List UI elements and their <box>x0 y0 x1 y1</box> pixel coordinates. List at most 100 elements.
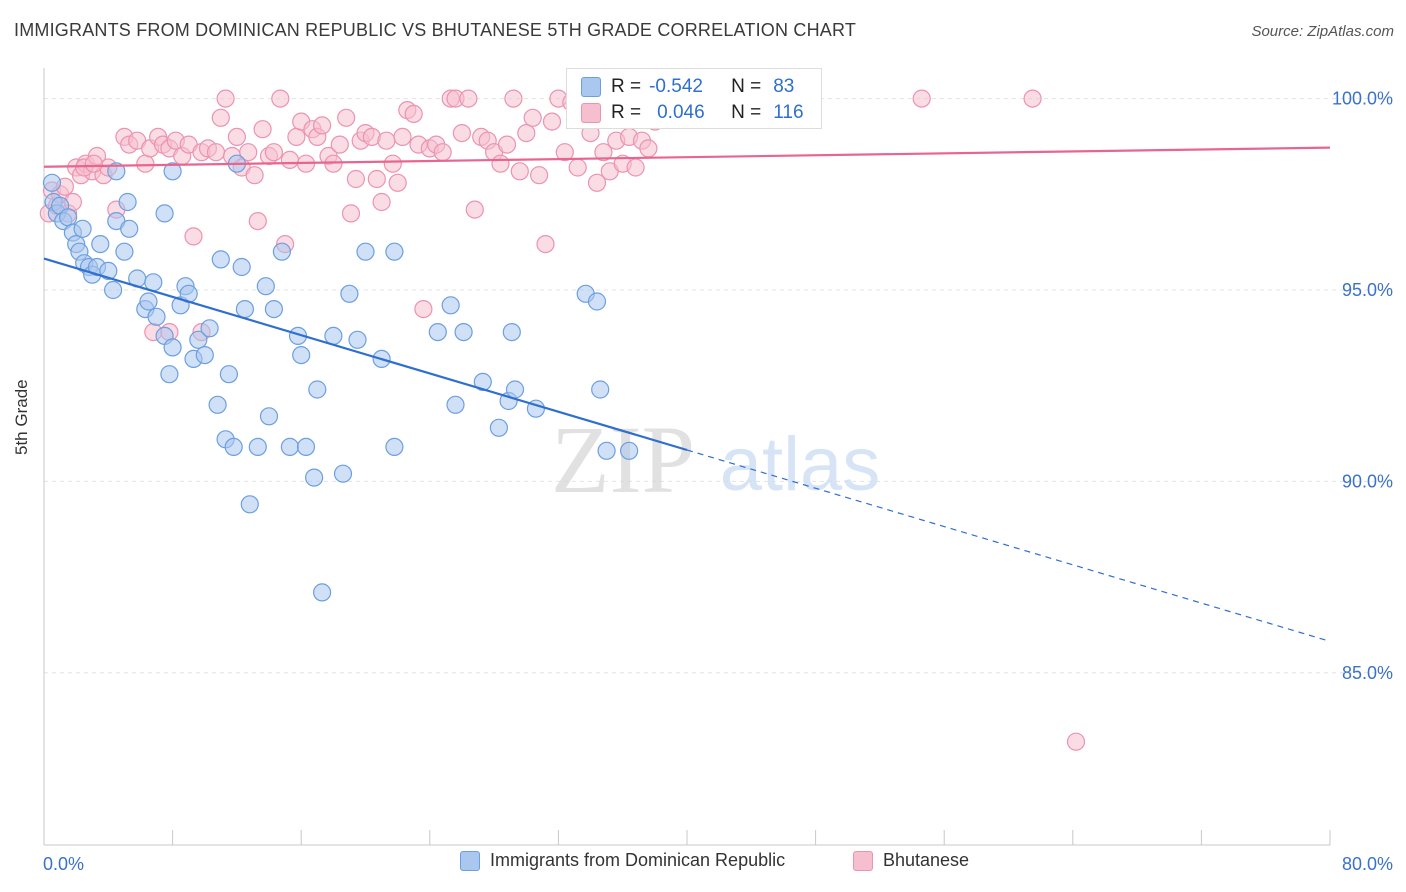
point-dominican <box>235 300 254 319</box>
point-dominican <box>489 418 508 437</box>
point-bhutanese <box>639 139 658 158</box>
point-dominican <box>340 284 359 303</box>
point-dominican <box>155 204 174 223</box>
point-dominican <box>103 280 123 300</box>
point-bhutanese <box>248 212 267 231</box>
point-dominican <box>272 242 291 261</box>
point-dominican <box>147 307 166 326</box>
watermark-atlas: atlas <box>720 422 881 507</box>
point-bhutanese <box>459 89 478 108</box>
legend-label: Immigrants from Dominican Republic <box>490 850 786 870</box>
point-bhutanese <box>587 173 607 192</box>
watermark-zip: ZIP <box>551 406 695 513</box>
stats-n-value: 116 <box>773 102 804 123</box>
point-dominican <box>211 250 230 269</box>
point-bhutanese <box>912 89 931 108</box>
point-dominican <box>163 162 182 181</box>
point-dominican <box>473 372 492 391</box>
legend-swatch-pink <box>853 850 873 871</box>
point-dominican <box>256 277 275 296</box>
point-bhutanese <box>1066 732 1086 751</box>
point-dominican <box>58 208 78 227</box>
point-bhutanese <box>626 158 645 177</box>
chart-legend: Immigrants from Dominican Republic Bhuta… <box>0 850 1406 878</box>
point-dominican <box>308 380 327 399</box>
point-bhutanese <box>324 154 343 173</box>
point-dominican <box>313 583 332 602</box>
point-bhutanese <box>211 108 230 127</box>
legend-item-bhutanese[interactable]: Bhutanese <box>853 850 969 871</box>
y-tick-label: 100.0% <box>1332 89 1393 109</box>
trend-line-bhutanese <box>43 146 1331 168</box>
point-dominican <box>385 437 404 456</box>
point-bhutanese <box>523 108 542 127</box>
point-bhutanese <box>245 166 264 185</box>
point-bhutanese <box>388 173 407 192</box>
point-dominican <box>224 437 243 456</box>
point-dominican <box>259 407 279 426</box>
point-bhutanese <box>313 116 332 135</box>
y-tick-label: 90.0% <box>1342 471 1393 491</box>
point-dominican <box>240 495 259 514</box>
axes <box>43 68 1331 846</box>
point-dominican <box>139 292 158 311</box>
y-axis-label: 5th Grade <box>12 379 31 455</box>
point-bhutanese <box>346 169 365 189</box>
point-bhutanese <box>184 227 203 246</box>
point-bhutanese <box>383 154 402 173</box>
point-bhutanese <box>433 143 452 162</box>
point-bhutanese <box>555 143 574 162</box>
point-dominican <box>591 380 610 399</box>
point-dominican <box>200 319 219 338</box>
point-dominican <box>208 395 227 414</box>
point-dominican <box>91 235 110 254</box>
stats-swatch-pink <box>581 103 601 123</box>
trend-line-dominican <box>43 257 688 452</box>
point-dominican <box>232 257 251 277</box>
x-tick-label: 0.0% <box>43 854 84 874</box>
point-dominican <box>333 464 353 483</box>
point-bhutanese <box>271 89 290 108</box>
point-dominican <box>296 437 316 456</box>
point-bhutanese <box>510 162 529 181</box>
point-dominican <box>264 300 283 319</box>
point-bhutanese <box>330 135 349 154</box>
point-dominican <box>441 296 460 315</box>
chart-title: IMMIGRANTS FROM DOMINICAN REPUBLIC VS BH… <box>14 20 857 40</box>
point-bhutanese <box>504 89 523 108</box>
stats-r-label: R = <box>611 102 642 123</box>
point-dominican <box>292 346 311 365</box>
point-bhutanese <box>1023 89 1042 108</box>
point-dominican <box>587 292 607 311</box>
point-bhutanese <box>206 143 226 162</box>
stats-row-pink: R = 0.046 N = 116 <box>581 101 804 125</box>
watermark: ZIP atlas <box>551 406 880 513</box>
point-bhutanese <box>337 108 356 127</box>
grid-lines <box>44 98 1390 674</box>
point-dominican <box>195 346 214 365</box>
legend-item-dominican[interactable]: Immigrants from Dominican Republic <box>460 850 785 871</box>
point-bhutanese <box>377 131 396 150</box>
x-tick-label: 80.0% <box>1342 854 1393 874</box>
point-dominican <box>120 219 139 238</box>
point-dominican <box>280 437 299 456</box>
stats-r-label: R = <box>611 76 642 97</box>
point-bhutanese <box>452 124 471 143</box>
point-bhutanese <box>594 143 613 162</box>
stats-n-value: 83 <box>773 76 795 97</box>
point-bhutanese <box>404 104 423 124</box>
point-dominican <box>42 173 62 192</box>
tick-labels: 100.0% 95.0% 90.0% 85.0% 0.0% 80.0% <box>43 89 1393 874</box>
stats-n-label: N = <box>731 102 762 123</box>
point-dominican <box>115 242 134 261</box>
point-bhutanese <box>536 235 555 254</box>
point-bhutanese <box>491 154 510 173</box>
point-bhutanese <box>264 143 283 162</box>
point-dominican <box>107 162 126 181</box>
legend-label: Bhutanese <box>883 850 970 870</box>
point-bhutanese <box>287 127 306 146</box>
point-bhutanese <box>84 154 103 173</box>
point-dominican <box>446 395 465 414</box>
stats-r-value: 0.046 <box>657 102 705 123</box>
legend-swatch-blue <box>460 850 480 871</box>
